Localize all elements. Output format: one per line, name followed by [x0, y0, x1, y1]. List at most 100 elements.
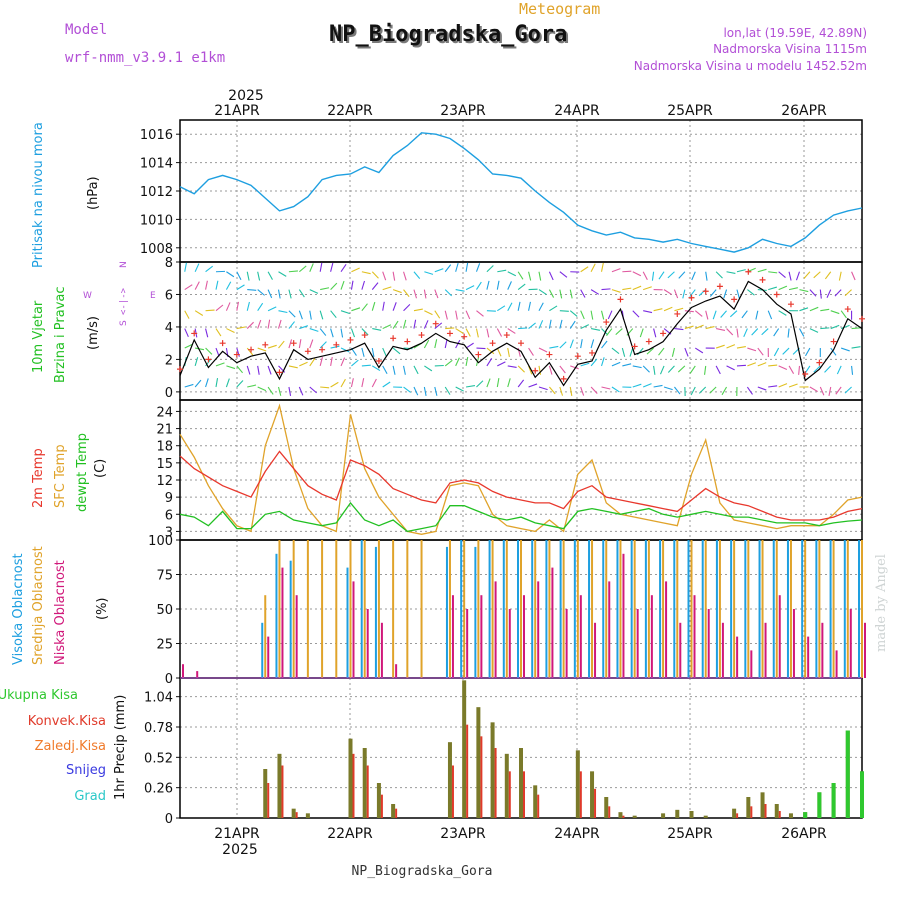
wind-arrow [705, 310, 709, 320]
cloud-bar [778, 595, 781, 678]
wind-arrow [476, 380, 484, 388]
y-tick-label: 24 [156, 405, 173, 420]
panel-frame [179, 261, 863, 401]
precip-bar [533, 785, 538, 818]
precip-conv-bar [451, 765, 454, 818]
wind-arrow [486, 265, 494, 273]
wind-arrow [320, 287, 330, 291]
cloud-bar [565, 609, 568, 678]
bottom-year-label: 2025 [222, 842, 258, 858]
y-tick-label: 6 [165, 508, 173, 523]
wind-arrow [528, 301, 531, 311]
cloud-bar [445, 546, 448, 678]
cloud-bar [352, 581, 355, 678]
wind-arrow [330, 310, 337, 319]
wind-ylabel-1: 10m Vjetar [31, 300, 46, 373]
wind-arrow [444, 289, 453, 297]
wind-arrow [288, 365, 298, 369]
wind-arrow [236, 365, 244, 374]
cloud-bar [608, 581, 611, 678]
wind-gust-mark [773, 291, 780, 298]
precip-bar [788, 813, 793, 818]
precip-bar [703, 815, 708, 818]
wind-arrow [723, 289, 728, 299]
cloud-bar [534, 540, 537, 678]
wind-arrow [778, 310, 787, 316]
wind-arrow [475, 328, 479, 338]
wind-arrow [528, 271, 532, 281]
cloud-bar [523, 595, 525, 678]
cloud-bar [636, 609, 639, 678]
precip-bar [845, 730, 850, 818]
panels: 1008101010121014101602468369121518212402… [140, 119, 866, 827]
wind-arrow [611, 361, 621, 367]
wind-arrow [309, 339, 314, 349]
wind-arrow [486, 358, 493, 367]
cloud-ylabel-low: Niska Oblacnost [53, 560, 68, 665]
cloud-bar [363, 540, 366, 678]
cloud-bar [846, 540, 849, 678]
wind-gust-mark [432, 320, 439, 327]
wind-arrow [549, 305, 558, 312]
wind-arrow [778, 365, 788, 371]
wind-arrow [694, 310, 703, 317]
wind-arrow [455, 357, 460, 367]
wind-arrow [330, 262, 334, 272]
wind-arrow [559, 271, 568, 278]
wind-arrow [257, 319, 262, 329]
wind-arrow [695, 324, 704, 330]
wind-gust-mark [475, 351, 482, 358]
precip-bar [291, 808, 296, 818]
cloud-bar [406, 540, 409, 678]
wind-arrow [639, 328, 644, 338]
wind-arrow [607, 310, 613, 320]
wind-arrow [580, 339, 583, 349]
cloud-bar [707, 609, 710, 678]
wind-arrow [690, 386, 696, 396]
wind-arrow [736, 364, 746, 367]
cloud-bar [792, 609, 795, 678]
wind-gust-mark [489, 340, 496, 347]
pressure-unit: (hPa) [86, 176, 101, 210]
y-tick-label: 1014 [140, 157, 173, 172]
wind-arrow [580, 266, 589, 273]
bottom-day-label: 21APR [214, 826, 260, 842]
wind-arrow [611, 289, 621, 293]
model-altitude-label: Nadmorska Visina u modelu 1452.52m [634, 59, 867, 73]
cloud-bar [818, 540, 821, 678]
wind-arrow [257, 365, 260, 375]
wind-arrow [757, 386, 767, 391]
cloud-bar [602, 540, 605, 678]
wind-arrow [246, 271, 250, 281]
wind-arrow [267, 386, 274, 395]
wind-arrow [267, 319, 271, 329]
cloud-bar [647, 540, 650, 678]
y-tick-label: 0 [165, 672, 173, 687]
wind-arrow [434, 310, 441, 319]
cloud-bar [679, 622, 682, 678]
wind-arrow [590, 358, 598, 367]
cloud-bar [306, 540, 309, 678]
wind-arrow [757, 268, 767, 273]
precip-legend-conv: Konvek.Kisa [28, 714, 106, 729]
cloud-bar [537, 581, 540, 678]
wind-arrow [403, 303, 411, 312]
wind-arrow [382, 365, 388, 375]
precip-bar [263, 769, 268, 818]
cloud-bar [377, 540, 380, 678]
compass-e: E [150, 291, 156, 301]
cloud-bar [346, 567, 349, 678]
wind-arrow [799, 307, 809, 312]
cloud-unit: (%) [95, 598, 110, 621]
wind-arrow [528, 347, 534, 356]
wind-arrow [288, 339, 293, 349]
wind-arrow [413, 319, 417, 329]
wind-gust-mark [191, 330, 198, 337]
wind-arrow [392, 320, 399, 329]
cloud-bar [829, 540, 832, 678]
wind-arrow [299, 361, 308, 367]
wind-gust-mark [759, 276, 766, 283]
model-label: Model [65, 22, 107, 38]
wind-arrow [319, 341, 327, 349]
wind-arrow [813, 271, 821, 279]
